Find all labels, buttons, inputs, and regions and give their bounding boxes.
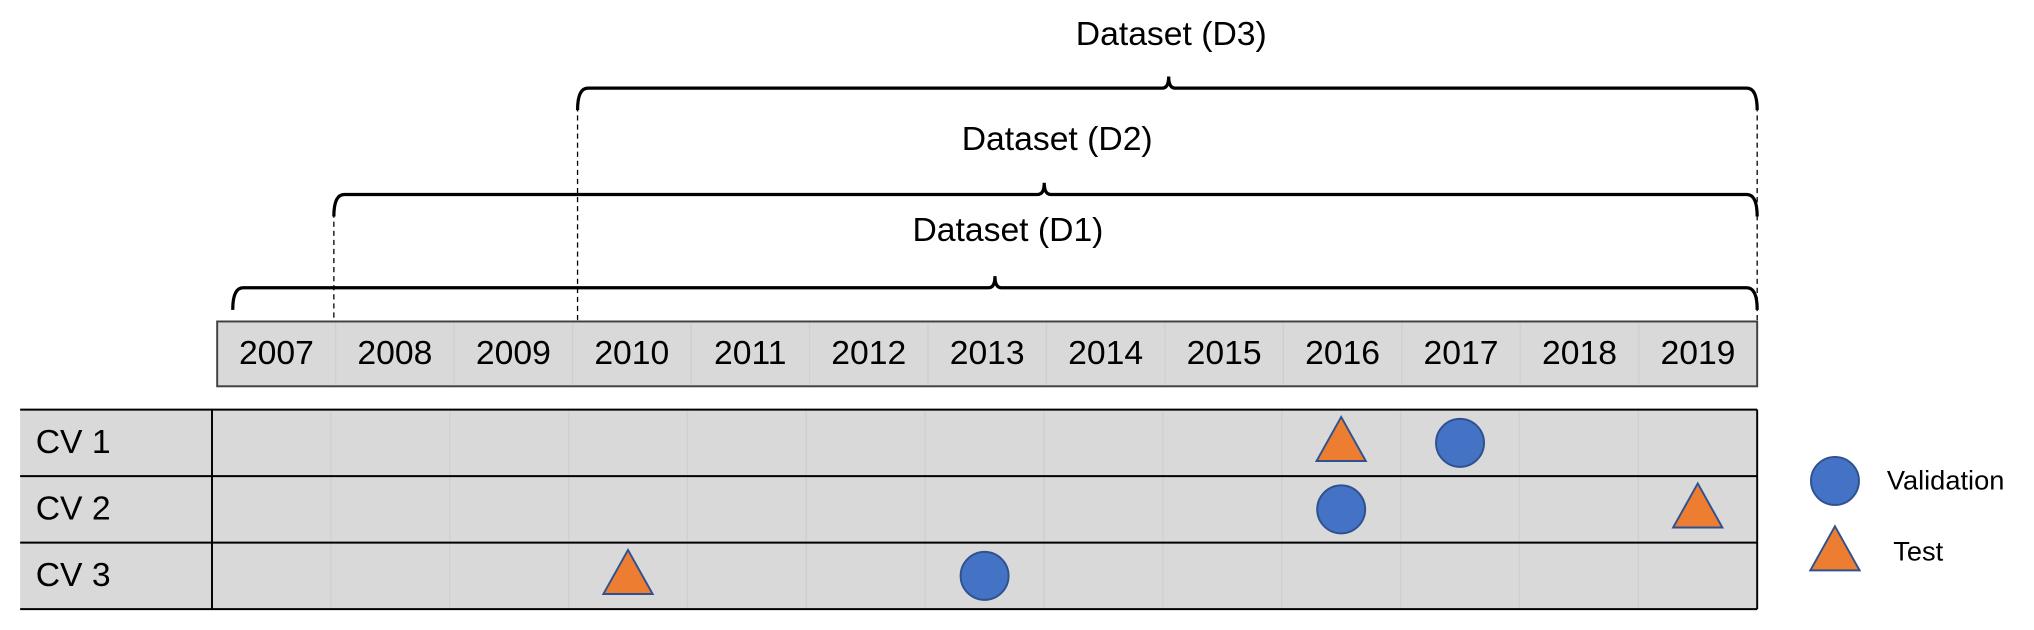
year-label: 2019: [1660, 334, 1735, 372]
legend-label: Validation: [1887, 464, 2005, 495]
cv-label: CV 1: [36, 423, 111, 461]
cv-label: CV 2: [36, 490, 111, 528]
dataset-label: Dataset (D2): [962, 120, 1153, 158]
legend-label: Test: [1893, 536, 1943, 567]
year-label: 2010: [594, 334, 669, 372]
dataset-brace: [575, 76, 1759, 111]
year-label: 2009: [476, 334, 551, 372]
year-label: 2012: [831, 334, 906, 372]
dataset-brace: [332, 182, 1759, 217]
legend-validation-icon: [1810, 455, 1860, 506]
test-marker: [1314, 414, 1368, 462]
year-label: 2017: [1424, 334, 1499, 372]
dataset-label: Dataset (D1): [912, 211, 1103, 249]
validation-marker: [1316, 484, 1367, 535]
year-label: 2008: [357, 334, 432, 372]
year-label: 2014: [1068, 334, 1143, 372]
year-label: 2018: [1542, 334, 1617, 372]
year-label: 2013: [950, 334, 1025, 372]
year-row: [216, 320, 1759, 388]
year-label: 2011: [714, 334, 786, 372]
year-label: 2016: [1305, 334, 1380, 372]
year-label: 2015: [1187, 334, 1262, 372]
legend-test-icon: [1808, 524, 1862, 572]
test-marker: [1671, 481, 1725, 529]
cv-table: [20, 409, 1758, 610]
test-marker: [601, 547, 655, 595]
cv-label: CV 3: [36, 556, 111, 594]
validation-marker: [1435, 417, 1485, 468]
validation-marker: [959, 550, 1010, 601]
year-label: 2007: [239, 334, 314, 372]
dataset-brace: [231, 276, 1759, 310]
dataset-label: Dataset (D3): [1076, 15, 1267, 53]
